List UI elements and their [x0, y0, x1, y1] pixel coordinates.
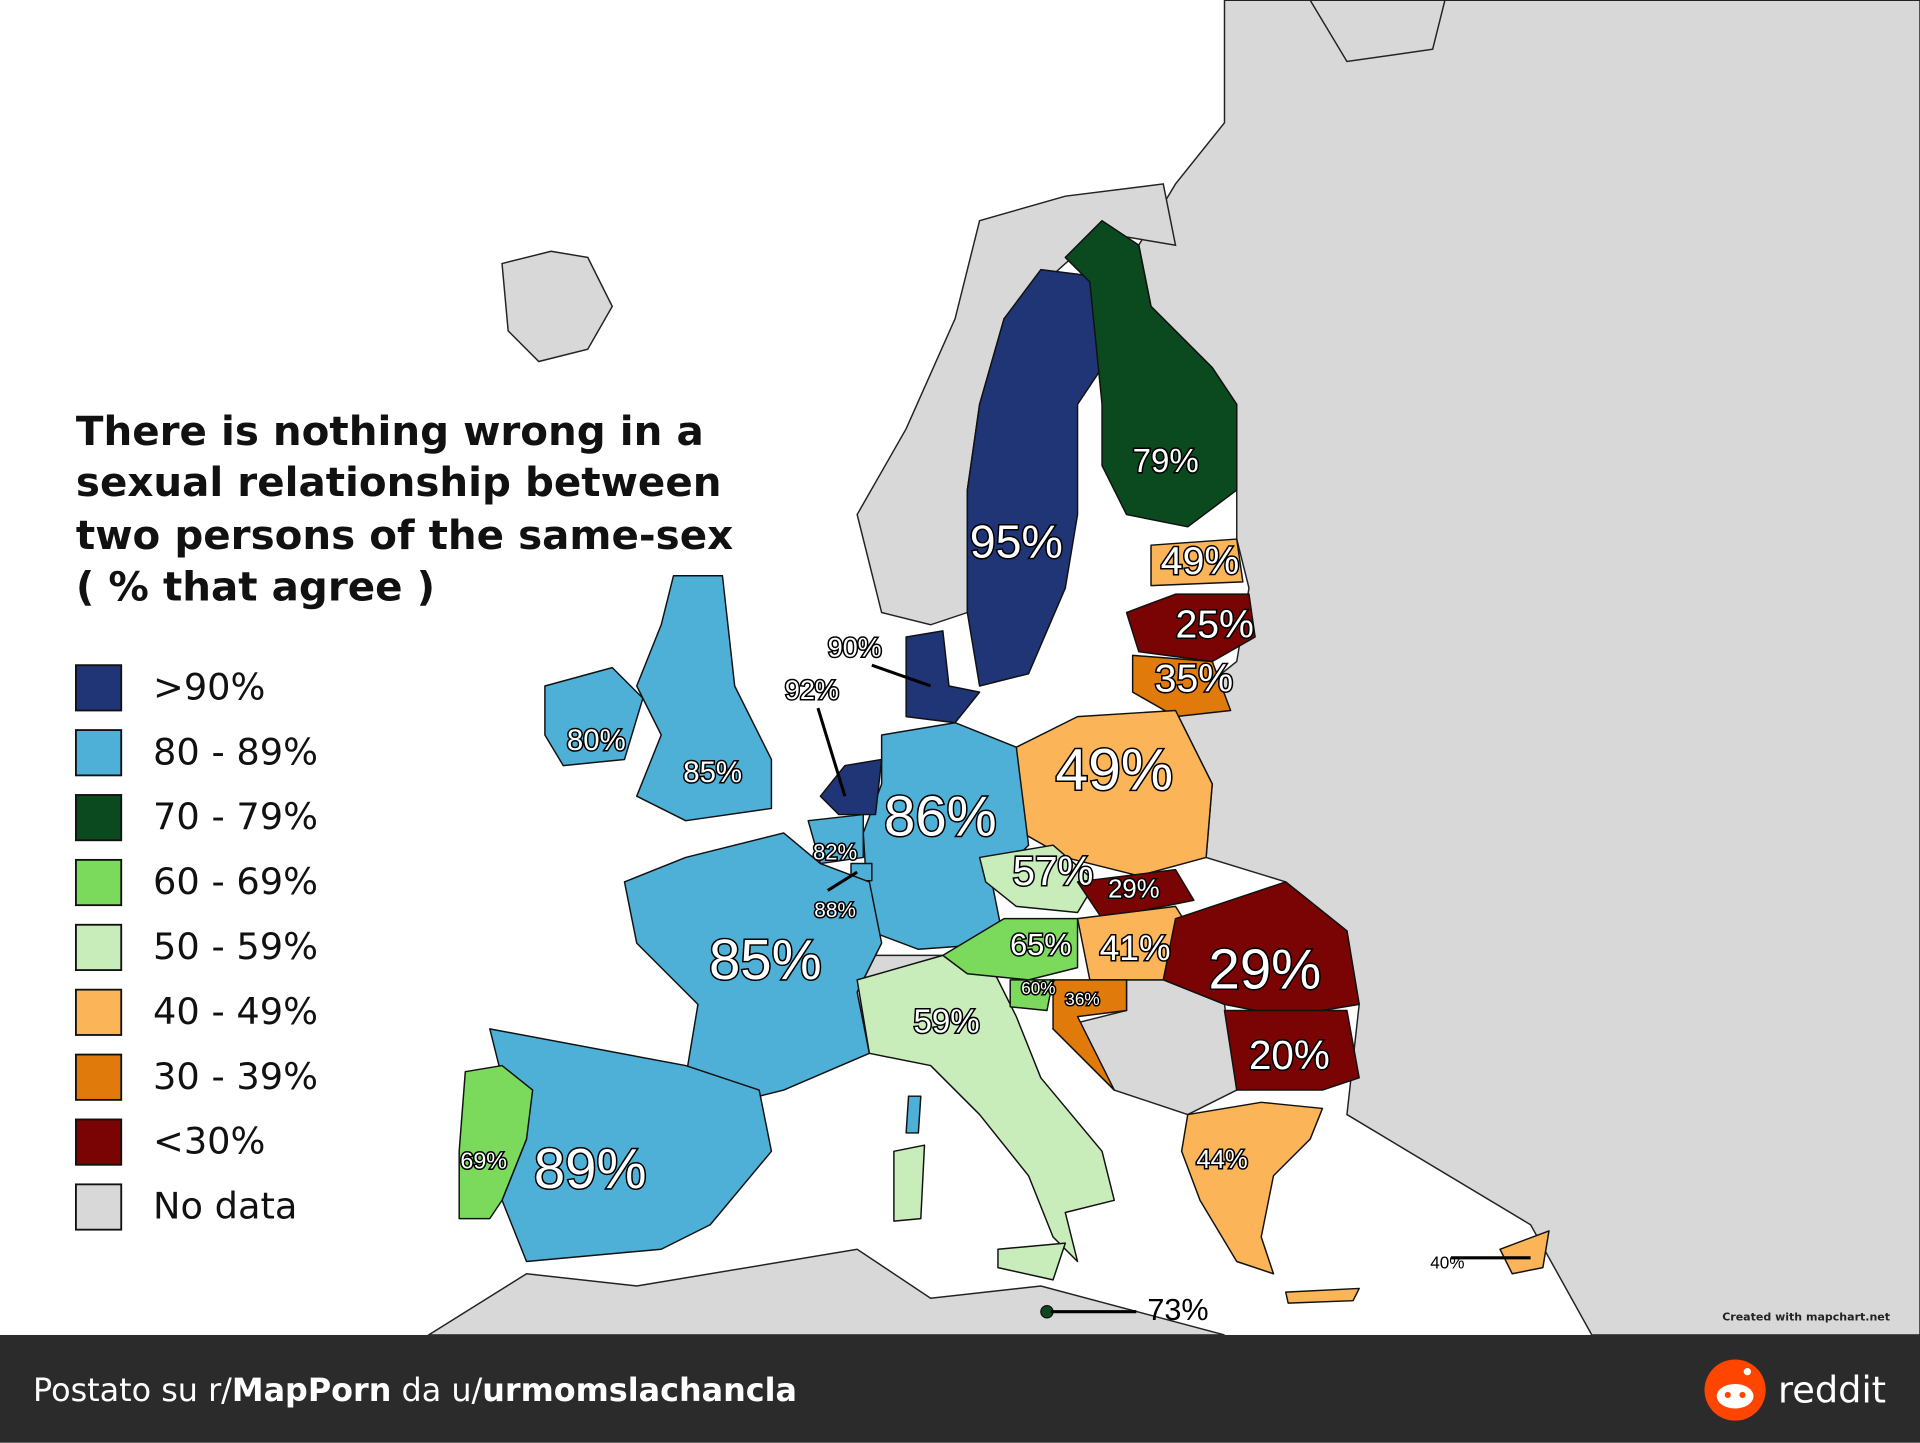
region — [1076, 868, 1195, 920]
region — [1052, 979, 1128, 1091]
region — [893, 1144, 926, 1222]
legend-swatch — [75, 923, 123, 971]
footer-part: urmomslachancla — [482, 1371, 797, 1409]
legend-label: 30 - 39% — [153, 1055, 318, 1098]
legend-swatch — [75, 858, 123, 907]
legend: >90% 80 - 89% 70 - 79% 60 - 69% 50 - 59% 40 -… — [75, 664, 318, 1231]
legend-swatch — [75, 664, 123, 712]
land — [1309, 0, 1446, 63]
region-label: 90% — [828, 632, 882, 662]
footer-text: Postato su r/MapPorn da u/urmomslachancl… — [33, 1371, 797, 1409]
legend-label: <30% — [153, 1120, 265, 1163]
region-label: 36% — [1065, 989, 1099, 1009]
region — [636, 575, 773, 822]
region — [856, 954, 1116, 1263]
legend-swatch — [75, 729, 123, 777]
region-label: 82% — [813, 840, 857, 865]
land — [501, 250, 614, 363]
region — [1499, 1230, 1550, 1275]
region — [1064, 219, 1238, 528]
region — [458, 1064, 534, 1220]
region — [1223, 1009, 1360, 1091]
labels: 95% 79% 49% 25% 35% 49% 86% 90% 92% 82% 88% 85% 80% 8… — [459, 441, 1531, 1327]
region — [1180, 1101, 1324, 1275]
leader-line — [826, 870, 858, 892]
region — [1131, 654, 1232, 718]
legend-swatch — [75, 1183, 123, 1231]
region-label: 25% — [1175, 604, 1253, 647]
region — [1009, 979, 1054, 1012]
region-label: 89% — [534, 1137, 647, 1200]
legend-label: 50 - 59% — [153, 925, 318, 968]
region-label: 85% — [683, 756, 742, 789]
region — [623, 832, 883, 1104]
title-line: sexual relationship between — [76, 458, 722, 506]
region-label: 73% — [1147, 1293, 1208, 1327]
brand: reddit — [1778, 1368, 1886, 1411]
footer-part: MapPorn — [232, 1371, 391, 1409]
region-label: 57% — [1013, 848, 1094, 894]
region-label: 35% — [1155, 657, 1233, 700]
legend-label: 70 - 79% — [153, 795, 318, 838]
region-label: 49% — [1055, 738, 1173, 803]
region-label: 59% — [913, 1004, 979, 1041]
legend-swatch — [75, 988, 123, 1036]
title: There is nothing wrong in a sexual relat… — [76, 407, 733, 611]
region — [1015, 709, 1213, 877]
region-label: 85% — [709, 928, 822, 991]
land — [426, 1248, 1225, 1336]
region — [905, 630, 981, 724]
legend-label: 80 - 89% — [153, 730, 318, 773]
legend-swatch — [75, 1053, 123, 1101]
region-label: 88% — [814, 899, 856, 922]
region — [997, 1242, 1067, 1281]
legend-label: No data — [153, 1185, 297, 1228]
region-label: 20% — [1249, 1032, 1330, 1078]
reddit-logo — [1704, 1359, 1766, 1421]
legend-label: >90% — [153, 665, 265, 708]
region — [905, 1095, 922, 1134]
footer-part: da u/ — [391, 1371, 482, 1409]
region-label: 95% — [970, 515, 1063, 567]
region — [978, 844, 1097, 914]
credit: Created with mapchart.net — [1722, 1310, 1891, 1323]
legend-swatch — [75, 1118, 123, 1166]
region-label: 86% — [884, 785, 997, 848]
title-line: ( % that agree ) — [76, 562, 435, 610]
region-label: 65% — [1010, 928, 1071, 962]
legend-label: 60 - 69% — [153, 860, 318, 903]
region-label: 79% — [1133, 443, 1199, 480]
region — [1125, 593, 1256, 663]
region-label: 29% — [1209, 938, 1322, 1001]
region-label: 80% — [567, 724, 626, 757]
region — [544, 666, 644, 767]
region — [942, 917, 1079, 981]
footer-part: Postato su r/ — [33, 1371, 232, 1409]
region-label: 44% — [1196, 1146, 1247, 1174]
regions — [458, 219, 1550, 1319]
leader-line — [871, 663, 932, 688]
region-label: 69% — [460, 1147, 507, 1173]
leader-line — [816, 707, 847, 797]
region-label: 49% — [1161, 540, 1239, 583]
legend-label: 40 - 49% — [153, 990, 318, 1033]
region-label: 29% — [1108, 875, 1159, 903]
region-label: 60% — [1021, 978, 1055, 998]
region-label: 40% — [1430, 1252, 1464, 1272]
region — [807, 813, 864, 865]
region — [1284, 1287, 1360, 1304]
region-label: 92% — [785, 675, 839, 705]
footer-bar — [0, 1334, 1920, 1443]
legend-swatch — [75, 794, 123, 842]
region-label: 41% — [1100, 928, 1171, 968]
region — [1150, 538, 1244, 587]
title-line: There is nothing wrong in a — [76, 407, 704, 455]
title-line: two persons of the same-sex — [76, 511, 733, 559]
